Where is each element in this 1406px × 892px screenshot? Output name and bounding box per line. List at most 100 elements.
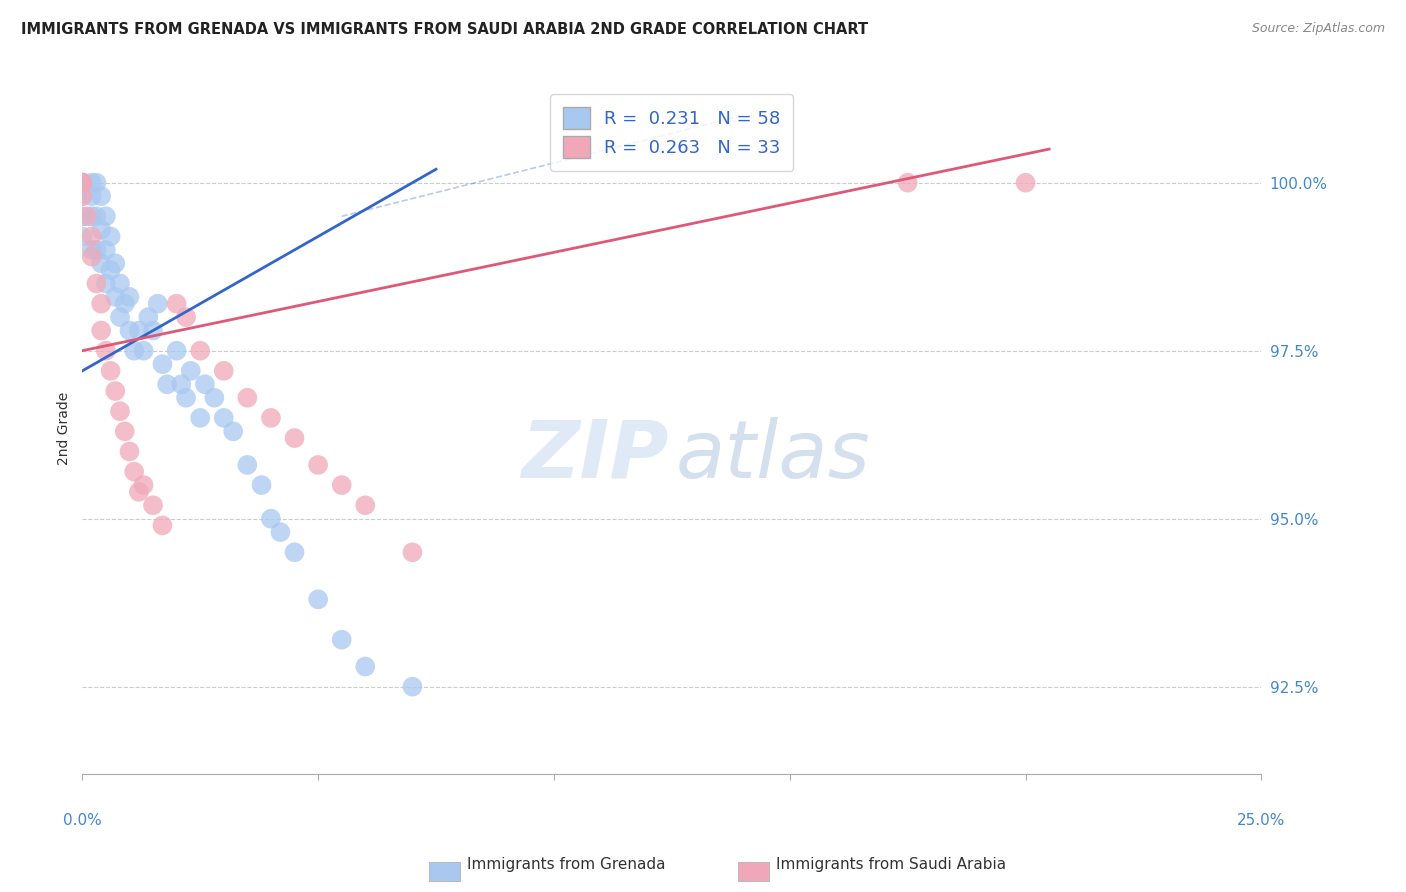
Point: [401, 545, 423, 559]
Point: [330, 478, 353, 492]
Point: [236, 458, 259, 472]
Point: [72, 176, 94, 190]
Point: [330, 632, 353, 647]
Point: [194, 377, 217, 392]
Point: [72, 229, 94, 244]
Point: [72, 189, 94, 203]
Point: [80, 243, 103, 257]
Point: [250, 478, 273, 492]
Point: [166, 343, 188, 358]
Point: [72, 189, 94, 203]
Legend: R =  0.231   N = 58, R =  0.263   N = 33: R = 0.231 N = 58, R = 0.263 N = 33: [550, 95, 793, 171]
Point: [212, 364, 235, 378]
Point: [86, 176, 108, 190]
Point: [128, 324, 150, 338]
Point: [104, 256, 127, 270]
Point: [132, 343, 155, 358]
Point: [307, 592, 329, 607]
Point: [72, 176, 94, 190]
Point: [307, 458, 329, 472]
Point: [260, 410, 283, 425]
Point: [104, 290, 127, 304]
Point: [122, 465, 145, 479]
Point: [86, 243, 108, 257]
Point: [90, 223, 112, 237]
Point: [354, 659, 377, 673]
Point: [283, 431, 305, 445]
Point: [94, 243, 117, 257]
Point: [166, 296, 188, 310]
Point: [122, 343, 145, 358]
Point: [90, 189, 112, 203]
Point: [142, 498, 165, 512]
Text: IMMIGRANTS FROM GRENADA VS IMMIGRANTS FROM SAUDI ARABIA 2ND GRADE CORRELATION CH: IMMIGRANTS FROM GRENADA VS IMMIGRANTS FR…: [21, 22, 869, 37]
Text: Source: ZipAtlas.com: Source: ZipAtlas.com: [1251, 22, 1385, 36]
Point: [76, 209, 98, 223]
Point: [222, 425, 245, 439]
Point: [86, 209, 108, 223]
Point: [72, 176, 94, 190]
Point: [1014, 176, 1036, 190]
Text: 0.0%: 0.0%: [63, 813, 101, 828]
Point: [152, 518, 174, 533]
Point: [118, 290, 141, 304]
Point: [80, 229, 103, 244]
Point: [108, 310, 131, 324]
Text: atlas: atlas: [675, 417, 870, 495]
Point: [100, 364, 122, 378]
Point: [80, 189, 103, 203]
Point: [90, 296, 112, 310]
Point: [72, 209, 94, 223]
Point: [174, 391, 197, 405]
Y-axis label: 2nd Grade: 2nd Grade: [58, 392, 72, 465]
Point: [128, 484, 150, 499]
Point: [236, 391, 259, 405]
Point: [80, 176, 103, 190]
Point: [118, 444, 141, 458]
Text: 25.0%: 25.0%: [1237, 813, 1285, 828]
Point: [132, 478, 155, 492]
Point: [80, 250, 103, 264]
Point: [72, 176, 94, 190]
Point: [202, 391, 225, 405]
Point: [114, 296, 136, 310]
Point: [108, 277, 131, 291]
Point: [100, 263, 122, 277]
Point: [180, 364, 202, 378]
Point: [146, 296, 169, 310]
Point: [354, 498, 377, 512]
Text: Immigrants from Saudi Arabia: Immigrants from Saudi Arabia: [776, 857, 1007, 872]
Point: [94, 343, 117, 358]
Point: [188, 410, 211, 425]
Point: [152, 357, 174, 371]
Point: [72, 176, 94, 190]
Point: [108, 404, 131, 418]
Point: [118, 324, 141, 338]
Point: [897, 176, 920, 190]
Point: [212, 410, 235, 425]
Point: [401, 680, 423, 694]
Point: [174, 310, 197, 324]
Point: [72, 176, 94, 190]
Point: [100, 229, 122, 244]
Point: [72, 176, 94, 190]
Point: [156, 377, 179, 392]
Point: [188, 343, 211, 358]
Point: [283, 545, 305, 559]
Point: [94, 209, 117, 223]
Point: [170, 377, 193, 392]
Text: ZIP: ZIP: [522, 417, 668, 495]
Point: [142, 324, 165, 338]
Point: [136, 310, 159, 324]
Point: [90, 256, 112, 270]
Point: [86, 277, 108, 291]
Point: [269, 525, 291, 540]
Point: [90, 324, 112, 338]
Point: [260, 511, 283, 525]
Point: [80, 209, 103, 223]
Point: [94, 277, 117, 291]
Point: [104, 384, 127, 398]
Point: [72, 176, 94, 190]
Point: [72, 176, 94, 190]
Text: Immigrants from Grenada: Immigrants from Grenada: [467, 857, 665, 872]
